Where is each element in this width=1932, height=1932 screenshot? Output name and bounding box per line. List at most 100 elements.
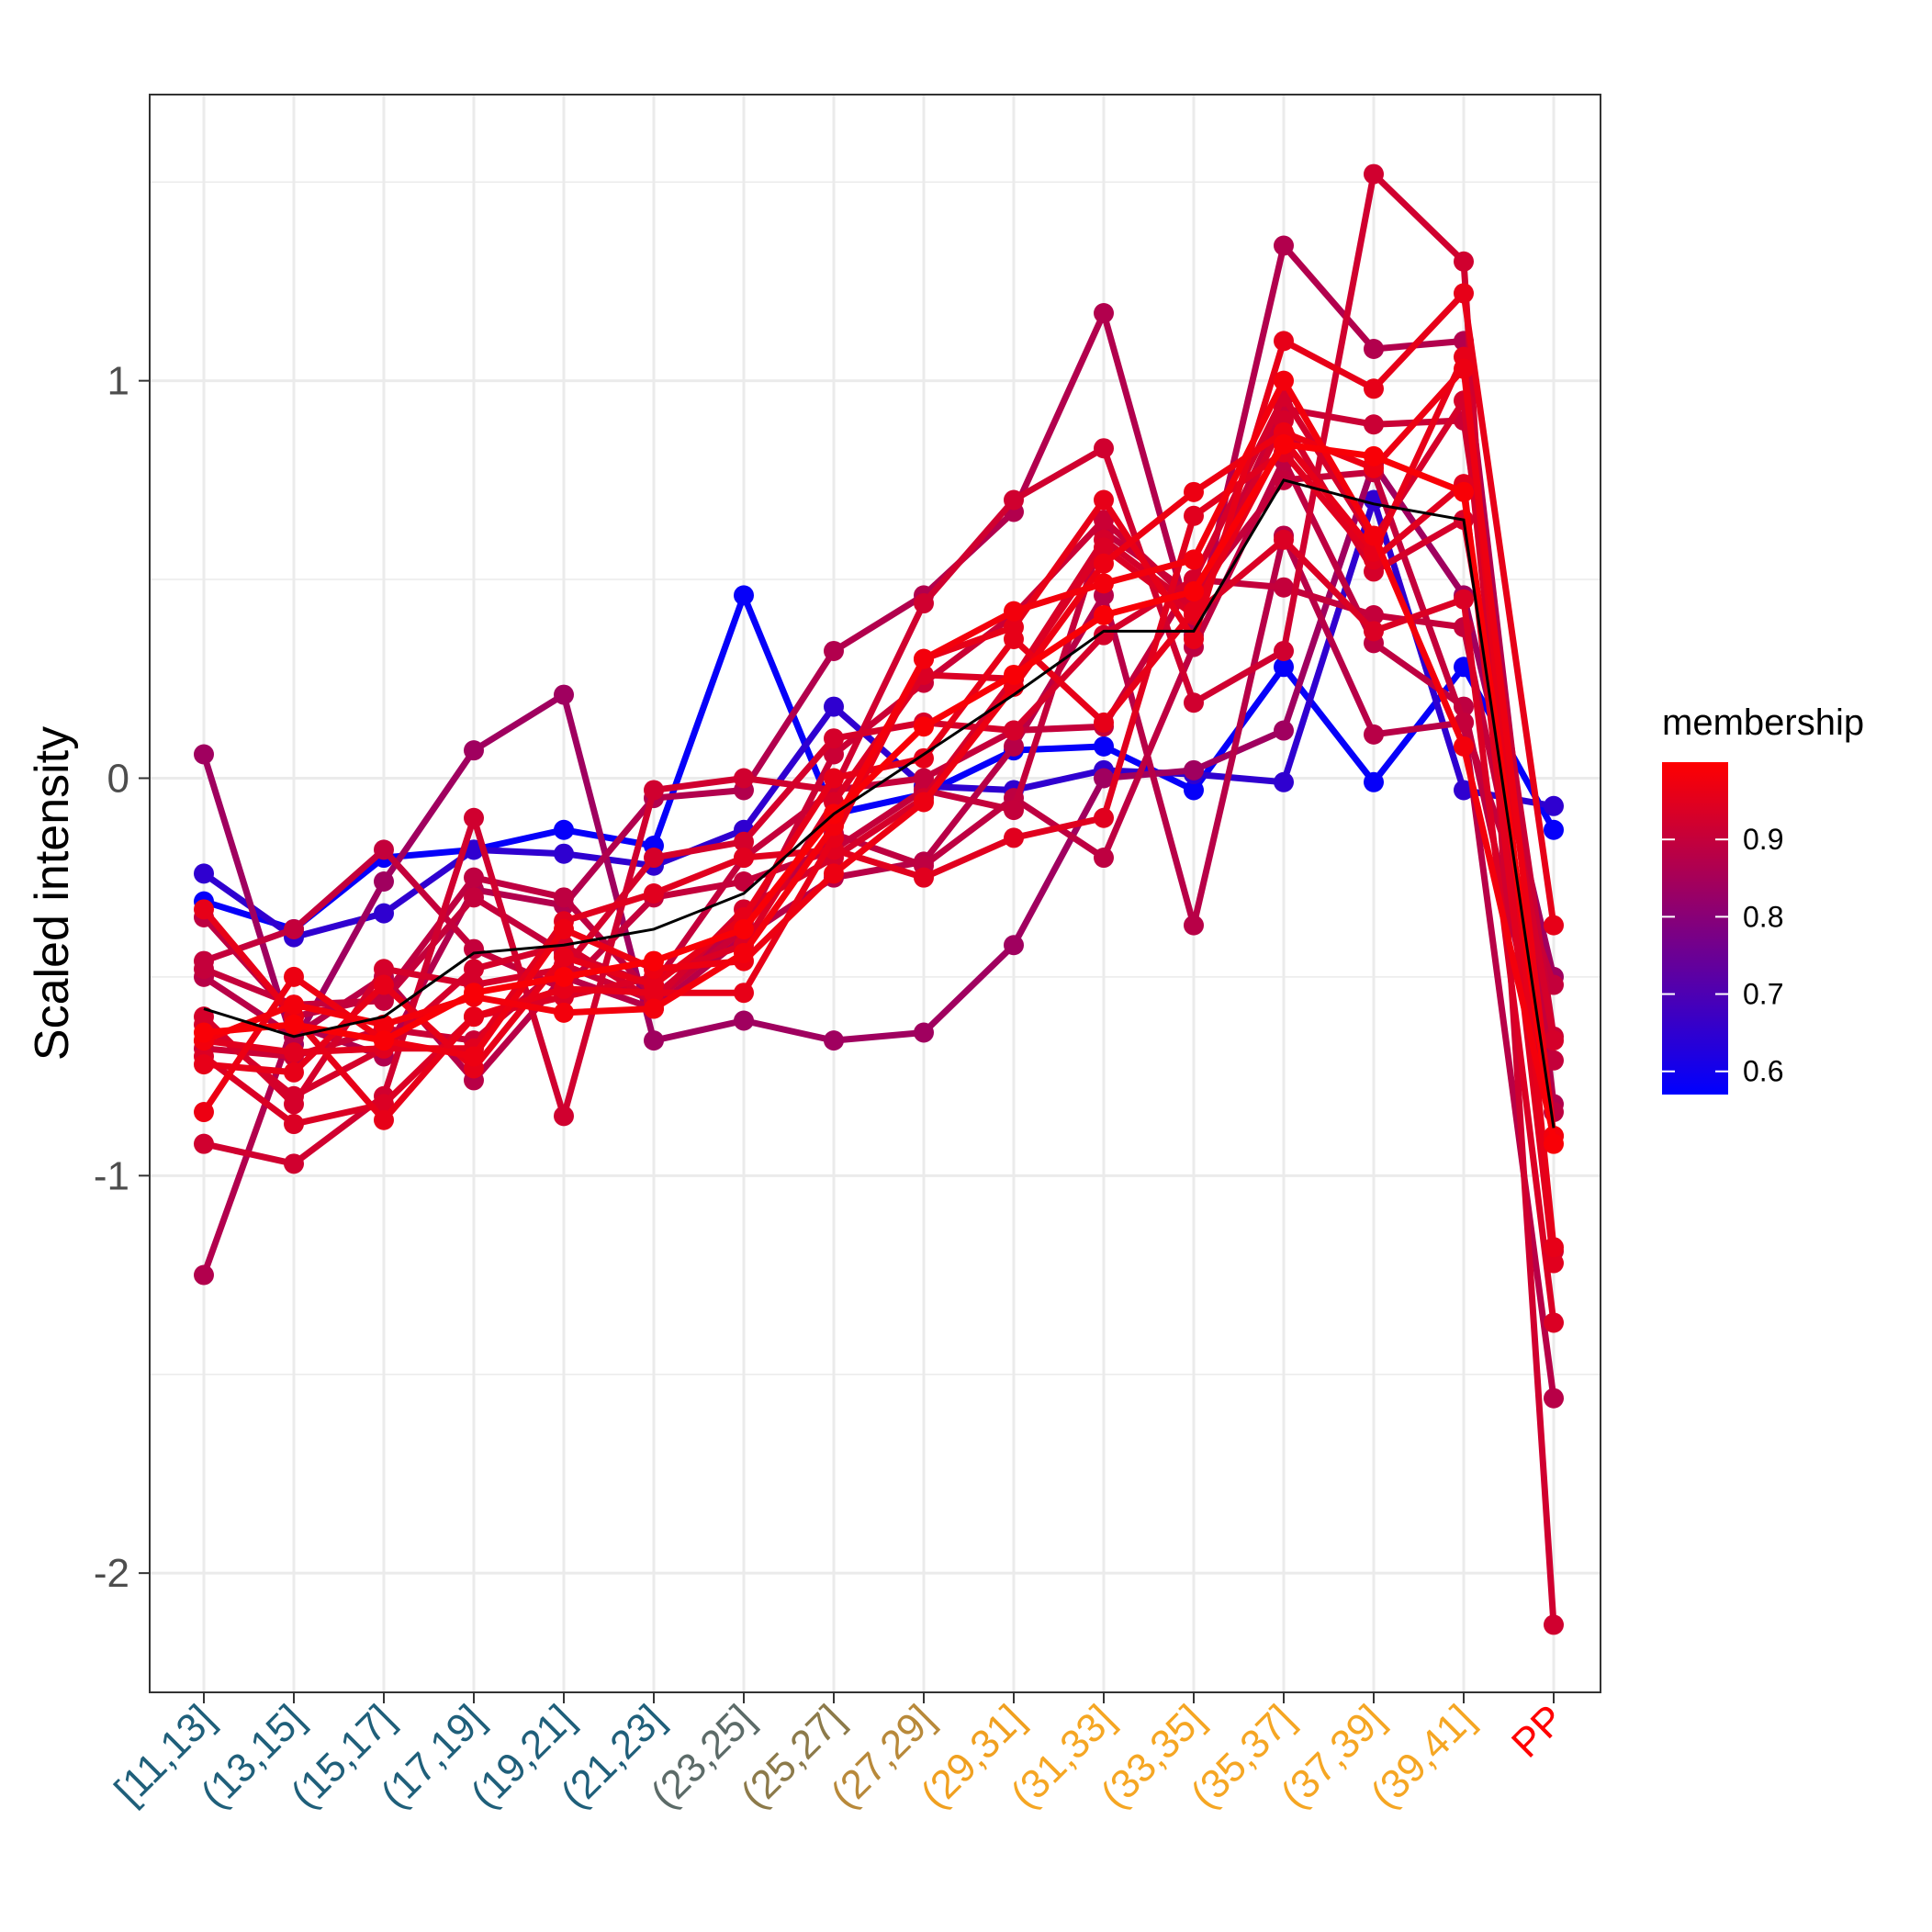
centroid-line: [203, 478, 1556, 1129]
series-point: [1544, 1614, 1564, 1635]
series-point: [734, 983, 754, 1004]
series-point: [1364, 378, 1384, 399]
series-point: [1364, 724, 1384, 745]
series-point: [1004, 935, 1024, 956]
series-point: [1364, 414, 1384, 435]
legend-tick-label: 0.9: [1743, 823, 1783, 856]
series-point: [1544, 819, 1564, 840]
series-point: [1094, 573, 1114, 594]
series-point: [1454, 589, 1474, 610]
series-point: [1184, 692, 1204, 713]
y-tick-label: 0: [107, 756, 129, 801]
y-tick-label: 1: [107, 359, 129, 404]
series-point: [914, 867, 934, 888]
series-point: [1004, 664, 1024, 685]
legend-ticks: 0.6 0.7 0.8 0.9: [1662, 823, 1783, 1088]
series-point: [284, 918, 304, 939]
series-point: [1094, 807, 1114, 828]
series-point: [1004, 489, 1024, 511]
series-point: [1274, 433, 1294, 455]
series-point: [1184, 549, 1204, 570]
series-point: [194, 1022, 214, 1043]
series-point: [1544, 915, 1564, 936]
series-point: [194, 1264, 214, 1286]
series-point: [1544, 795, 1564, 816]
series-point: [1364, 621, 1384, 642]
series-point: [554, 947, 574, 968]
plot-panel-border: [149, 94, 1601, 1693]
series-point: [914, 593, 934, 614]
series-point: [824, 640, 844, 661]
series-point: [464, 887, 484, 908]
series-point: [1094, 605, 1114, 626]
series-point: [824, 768, 844, 789]
series-point: [824, 863, 844, 884]
series-point: [374, 871, 394, 893]
series-point: [1004, 827, 1024, 848]
y-axis-label: Scaled intensity: [26, 726, 79, 1061]
series-point: [284, 1061, 304, 1083]
series-point: [374, 1030, 394, 1051]
legend-title: membership: [1662, 702, 1864, 743]
series-point: [914, 747, 934, 769]
series-point: [374, 974, 394, 995]
series-layer: [194, 163, 1564, 1635]
series-point: [1364, 605, 1384, 626]
series-point: [1184, 601, 1204, 622]
series-point: [1454, 358, 1474, 379]
series-point: [1184, 759, 1204, 781]
series-point: [824, 696, 844, 717]
series-point: [1004, 800, 1024, 821]
series-point: [644, 1030, 664, 1051]
series-point: [1544, 1252, 1564, 1274]
series-line: [200, 242, 1557, 1276]
series-point: [554, 684, 574, 705]
series-point: [1184, 780, 1204, 801]
legend-tick-label: 0.6: [1743, 1055, 1783, 1088]
series-point: [644, 780, 664, 801]
series-point: [194, 899, 214, 920]
series-point: [464, 867, 484, 888]
series-line: [203, 171, 1557, 1625]
series-point: [734, 942, 754, 963]
plot-panel-background: [150, 95, 1601, 1692]
series-point: [284, 966, 304, 987]
series-point: [464, 1006, 484, 1028]
series-line: [202, 591, 1557, 933]
series-point: [1544, 1030, 1564, 1051]
series-point: [554, 1106, 574, 1127]
series-line: [203, 441, 1557, 1145]
series-point: [554, 918, 574, 939]
series-point: [644, 848, 664, 869]
series-point: [1364, 445, 1384, 466]
series-point: [374, 1014, 394, 1035]
series-point: [1094, 553, 1114, 574]
series-point: [1274, 771, 1294, 792]
series-15: [194, 370, 1564, 1147]
series-point: [734, 848, 754, 869]
series-point: [284, 1085, 304, 1106]
series-point: [914, 792, 934, 813]
series-point: [374, 990, 394, 1011]
series-point: [554, 819, 574, 840]
series-point: [1544, 1387, 1564, 1409]
series-point: [1274, 235, 1294, 256]
series-point: [1274, 720, 1294, 741]
series-point: [374, 959, 394, 980]
series-point: [1454, 481, 1474, 502]
series-line: [202, 377, 1557, 1137]
series-point: [464, 807, 484, 828]
series-point: [374, 1094, 394, 1115]
series-point: [1094, 736, 1114, 757]
series-19: [194, 433, 1564, 1154]
series-point: [1184, 915, 1204, 936]
series-point: [1364, 771, 1384, 792]
legend-tick-label: 0.8: [1743, 900, 1783, 933]
series-point: [1004, 720, 1024, 741]
series-point: [1094, 489, 1114, 511]
series-point: [824, 728, 844, 749]
series-point: [1184, 628, 1204, 649]
series-point: [194, 744, 214, 765]
series-point: [1184, 505, 1204, 526]
series-point: [1274, 657, 1294, 678]
